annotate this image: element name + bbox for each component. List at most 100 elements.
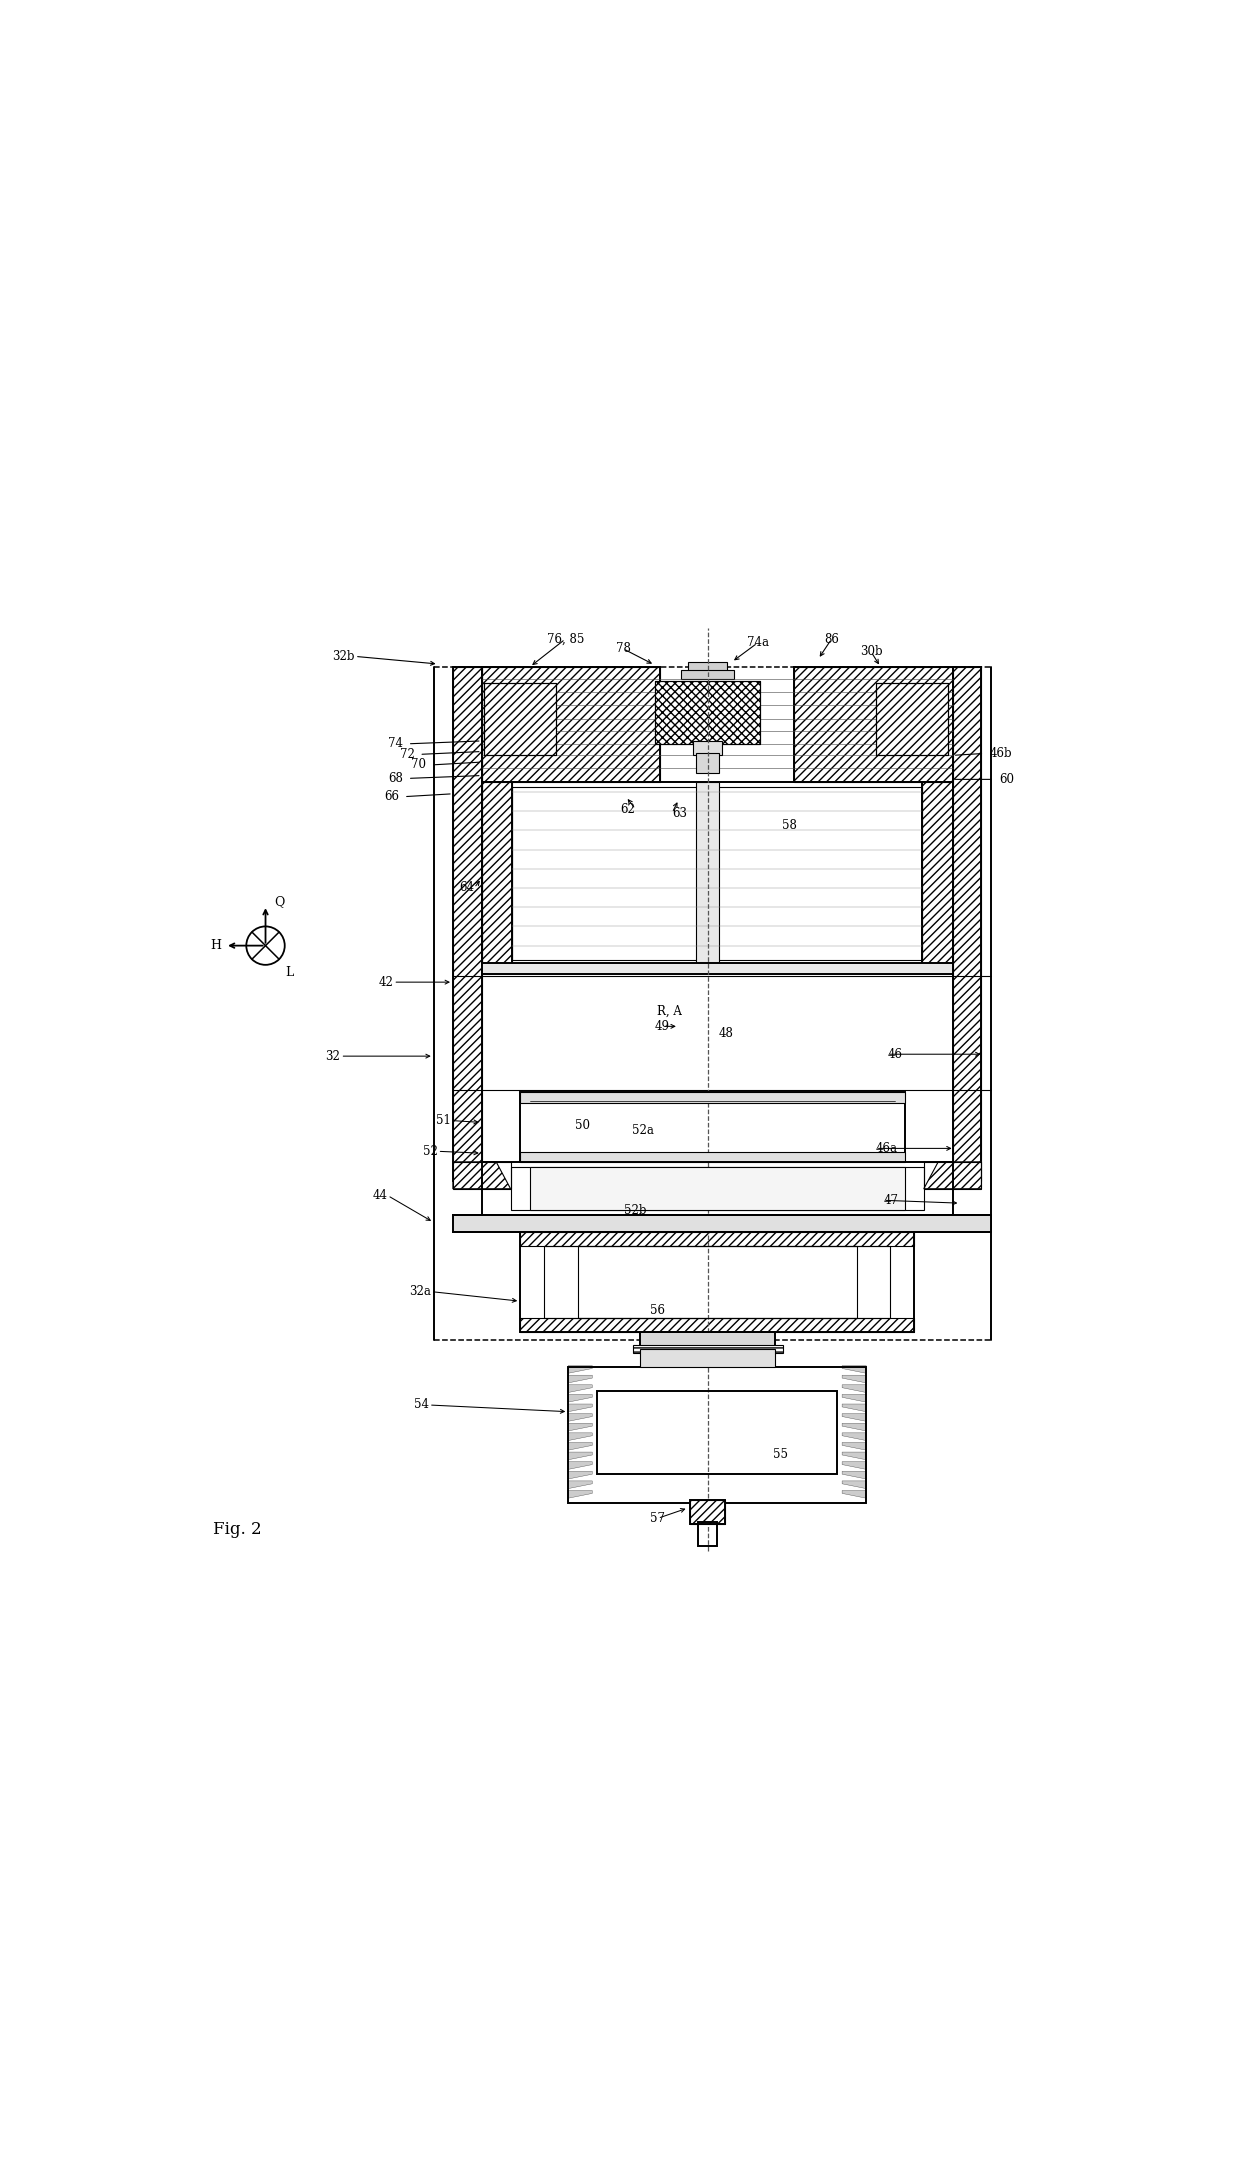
Bar	[921, 782, 952, 964]
Bar	[453, 1163, 511, 1189]
Polygon shape	[924, 1163, 982, 1189]
Bar	[924, 1163, 982, 1189]
Polygon shape	[842, 1385, 866, 1393]
Bar	[512, 788, 921, 960]
Bar	[453, 666, 482, 1182]
Polygon shape	[842, 1376, 866, 1382]
Bar	[521, 1152, 905, 1163]
Polygon shape	[842, 1461, 866, 1469]
Text: 46: 46	[888, 1047, 903, 1060]
Text: 72: 72	[399, 749, 414, 762]
Polygon shape	[568, 1424, 593, 1430]
Bar	[688, 662, 727, 673]
Bar	[484, 684, 556, 755]
Bar	[693, 740, 722, 755]
Bar	[521, 1317, 914, 1332]
Text: 52b: 52b	[624, 1204, 647, 1217]
Bar	[794, 666, 952, 782]
Bar	[632, 1345, 782, 1354]
Bar	[453, 1215, 991, 1232]
Polygon shape	[568, 1480, 593, 1489]
Text: 32b: 32b	[332, 651, 355, 662]
Bar	[952, 666, 982, 1182]
Bar	[481, 782, 512, 964]
Bar	[578, 1247, 857, 1317]
Bar	[481, 962, 952, 975]
Bar	[511, 1167, 924, 1210]
Text: 62: 62	[621, 803, 635, 816]
Text: 76, 85: 76, 85	[547, 634, 584, 647]
Polygon shape	[568, 1461, 593, 1469]
Bar	[655, 681, 760, 745]
Polygon shape	[842, 1452, 866, 1461]
Text: 51: 51	[436, 1115, 451, 1128]
Bar	[875, 684, 947, 755]
Polygon shape	[568, 1443, 593, 1450]
Polygon shape	[568, 1385, 593, 1393]
Polygon shape	[568, 1395, 593, 1402]
Text: H: H	[210, 938, 221, 951]
Polygon shape	[568, 1365, 593, 1374]
Polygon shape	[842, 1432, 866, 1441]
Polygon shape	[842, 1365, 866, 1374]
Text: 58: 58	[782, 819, 796, 832]
Bar	[481, 1163, 952, 1215]
Bar	[691, 1500, 725, 1524]
Text: 47: 47	[883, 1193, 899, 1206]
Text: 68: 68	[388, 773, 403, 786]
Bar	[568, 1367, 867, 1502]
Text: 60: 60	[998, 773, 1014, 786]
Text: 66: 66	[384, 790, 399, 803]
Text: 30b: 30b	[859, 644, 882, 657]
Text: 52a: 52a	[632, 1123, 655, 1136]
Polygon shape	[568, 1376, 593, 1382]
Bar	[640, 1350, 775, 1367]
Bar	[921, 782, 952, 964]
Bar	[453, 666, 482, 1182]
Bar	[521, 1091, 905, 1104]
Text: 32: 32	[326, 1049, 341, 1062]
Text: 86: 86	[825, 634, 839, 647]
Bar	[698, 1522, 717, 1546]
Bar	[655, 681, 760, 745]
Text: 50: 50	[575, 1119, 590, 1132]
Polygon shape	[568, 1491, 593, 1498]
Text: 46b: 46b	[990, 747, 1012, 760]
Bar	[481, 782, 512, 964]
Polygon shape	[842, 1395, 866, 1402]
Bar	[484, 684, 556, 755]
Bar	[596, 1391, 837, 1474]
Text: R, A: R, A	[657, 1004, 682, 1017]
Text: L: L	[285, 967, 294, 980]
Bar	[696, 782, 719, 964]
Text: Q: Q	[274, 895, 284, 908]
Polygon shape	[453, 1163, 511, 1189]
Bar	[640, 1332, 775, 1348]
Bar	[481, 666, 660, 782]
Bar	[544, 1247, 890, 1317]
Bar	[696, 753, 719, 773]
Bar	[952, 666, 982, 1182]
Bar	[681, 671, 734, 679]
Text: 49: 49	[655, 1019, 670, 1032]
Text: 46a: 46a	[875, 1143, 898, 1154]
Text: 63: 63	[672, 805, 687, 819]
Text: 54: 54	[414, 1398, 429, 1411]
Bar	[521, 1232, 914, 1247]
Text: 74: 74	[388, 738, 403, 751]
Text: 78: 78	[615, 642, 630, 655]
Text: 57: 57	[650, 1511, 665, 1524]
Bar	[521, 1091, 905, 1163]
Bar	[521, 1232, 914, 1332]
Polygon shape	[568, 1404, 593, 1411]
Bar	[529, 1167, 904, 1210]
Polygon shape	[842, 1404, 866, 1411]
Text: 64: 64	[459, 882, 474, 895]
Polygon shape	[842, 1443, 866, 1450]
Polygon shape	[568, 1452, 593, 1461]
Bar	[691, 1500, 725, 1524]
Text: 32a: 32a	[409, 1284, 430, 1297]
Bar	[875, 684, 947, 755]
Polygon shape	[568, 1432, 593, 1441]
Text: 56: 56	[650, 1304, 665, 1317]
